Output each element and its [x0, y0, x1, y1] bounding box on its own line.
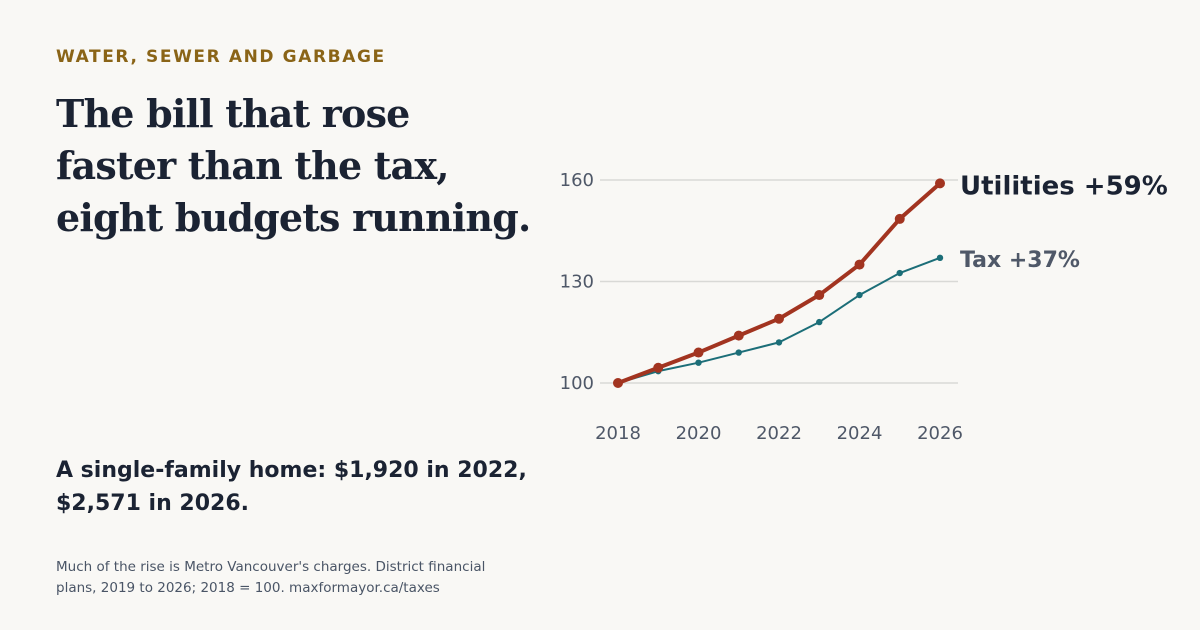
series-label-tax: Tax +37%	[960, 248, 1080, 273]
series-line-utilities	[616, 181, 942, 385]
y-axis-ticks: 100 130 160	[560, 170, 594, 394]
data-point-tax	[775, 339, 783, 346]
data-point-utilities	[814, 290, 825, 301]
data-point-utilities	[613, 378, 623, 388]
data-point-utilities	[774, 313, 784, 324]
data-point-tax	[735, 349, 742, 356]
source-note-line: Much of the rise is Metro Vancouver's ch…	[56, 559, 486, 575]
data-point-utilities	[653, 362, 664, 373]
x-tick-label: 2022	[756, 423, 802, 444]
data-point-utilities	[935, 178, 945, 189]
source-note: Much of the rise is Metro Vancouver's ch…	[56, 557, 526, 599]
x-tick-label: 2018	[595, 423, 641, 444]
source-note-line: plans, 2019 to 2026; 2018 = 100. maxform…	[56, 580, 440, 596]
headline-line: eight budgets running.	[56, 195, 531, 240]
subhead: A single-family home: $1,920 in 2022, $2…	[56, 454, 556, 520]
headline: The bill that rose faster than the tax, …	[56, 88, 556, 244]
series-end-labels: Utilities +59% Tax +37%	[960, 171, 1168, 272]
data-point-tax	[896, 269, 903, 277]
kicker: WATER, SEWER AND GARBAGE	[56, 47, 386, 67]
data-point-tax	[695, 359, 702, 366]
y-tick-label: 130	[560, 272, 594, 293]
headline-line: The bill that rose	[56, 91, 410, 136]
y-tick-label: 160	[560, 170, 594, 191]
series-label-utilities: Utilities +59%	[960, 171, 1168, 201]
data-point-tax	[856, 291, 863, 299]
gridlines	[600, 179, 958, 384]
data-point-utilities	[733, 330, 744, 341]
headline-line: faster than the tax,	[56, 143, 449, 188]
data-point-utilities	[894, 213, 905, 224]
x-tick-label: 2026	[917, 423, 963, 444]
data-point-tax	[936, 254, 944, 262]
data-point-tax	[816, 318, 823, 326]
x-axis-ticks: 2018 2020 2022 2024 2026	[595, 423, 963, 444]
subhead-line: $2,571 in 2026.	[56, 491, 250, 516]
data-point-utilities	[854, 259, 865, 270]
x-tick-label: 2020	[676, 423, 722, 444]
subhead-line: A single-family home: $1,920 in 2022,	[56, 458, 527, 483]
series-utilities	[613, 178, 945, 388]
x-tick-label: 2024	[837, 423, 883, 444]
data-point-utilities	[693, 347, 704, 358]
series-group	[613, 178, 945, 388]
y-tick-label: 100	[560, 373, 594, 394]
